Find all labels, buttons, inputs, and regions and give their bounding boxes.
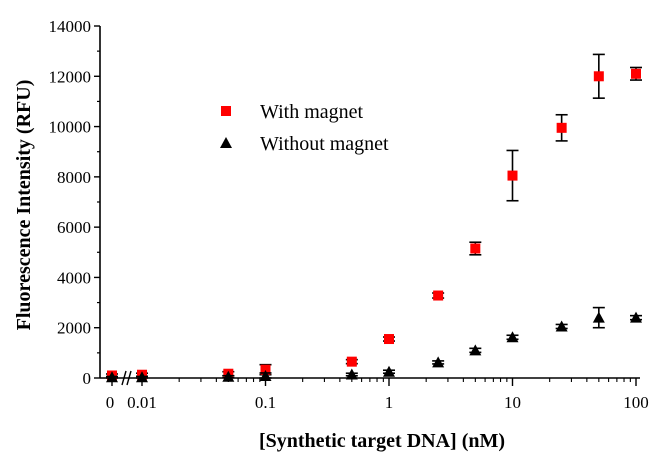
data-point-triangle — [222, 370, 235, 382]
data-point-triangle — [506, 331, 519, 343]
data-point-triangle — [630, 311, 642, 323]
data-point-triangle — [469, 344, 482, 356]
data-point-square — [384, 334, 394, 345]
data-point-square — [260, 364, 271, 375]
x-axis-break-mark — [126, 370, 132, 386]
y-tick-label: 6000 — [57, 218, 91, 237]
legend-label-with-magnet: With magnet — [260, 101, 364, 123]
series-with-magnet — [106, 53, 642, 381]
y-tick-label: 10000 — [49, 118, 92, 137]
data-point-triangle — [432, 356, 445, 368]
y-axis-title: Fluorescence Intensity (RFU) — [13, 80, 35, 331]
series-without-magnet — [106, 306, 642, 383]
data-point-triangle — [136, 371, 148, 383]
data-point-square — [470, 243, 481, 254]
y-tick-label: 2000 — [57, 319, 91, 338]
data-point-square — [507, 170, 518, 181]
x-tick-label: 100 — [623, 393, 649, 412]
axes: 0 2000 4000 6000 8000 10000 12000 14000 0 0.01 0.1… — [49, 17, 649, 412]
x-tick-label: 0.1 — [255, 393, 276, 412]
y-tick-label: 8000 — [57, 168, 91, 187]
y-tick-label: 12000 — [49, 67, 92, 86]
y-tick-label: 4000 — [57, 268, 91, 287]
data-point-triangle — [106, 371, 118, 383]
data-marks — [106, 53, 642, 383]
legend: With magnet Without magnet — [220, 101, 389, 155]
data-point-square — [631, 68, 641, 79]
x-tick-label: 1 — [385, 393, 394, 412]
data-point-triangle — [259, 369, 272, 381]
data-point-triangle — [345, 368, 358, 380]
x-axis-break-mark — [121, 370, 127, 386]
x-tick-label: 0.01 — [127, 393, 157, 412]
data-point-square — [346, 356, 357, 367]
data-point-square — [593, 71, 604, 82]
data-point-triangle — [592, 311, 605, 323]
y-tick-label: 14000 — [49, 17, 92, 36]
x-tick-label: 0 — [106, 393, 115, 412]
data-point-square — [433, 290, 444, 301]
legend-marker-triangle — [220, 137, 232, 148]
legend-label-without-magnet: Without magnet — [260, 133, 389, 155]
y-tick-label: 0 — [83, 369, 92, 388]
legend-marker-square — [221, 106, 231, 116]
x-axis-title: [Synthetic target DNA] (nM) — [259, 430, 505, 452]
data-point-triangle — [383, 365, 395, 377]
data-point-triangle — [555, 320, 568, 332]
data-point-square — [556, 122, 567, 133]
x-tick-label: 10 — [504, 393, 521, 412]
